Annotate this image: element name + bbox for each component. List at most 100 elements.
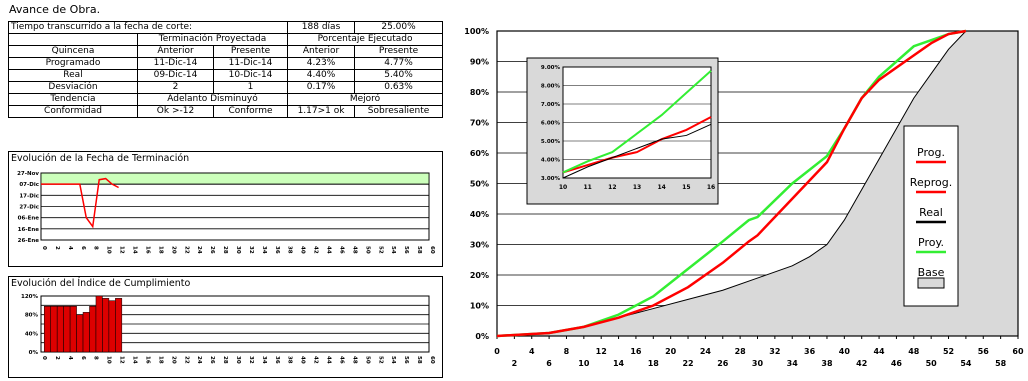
bar	[95, 295, 103, 353]
x-tick-label: 4	[529, 347, 535, 356]
x-tick-label: 52	[377, 246, 383, 254]
x-tick-label: 24	[196, 246, 202, 254]
cell: 4.40%	[287, 69, 356, 82]
inset-series-line	[562, 123, 712, 179]
x-tick-label: 10	[106, 246, 112, 254]
y-tick-label: 07-Dic	[19, 182, 39, 188]
legend-swatch	[917, 277, 945, 289]
row-label: Conformidad	[8, 105, 138, 118]
bar	[115, 298, 123, 353]
x-tick-label: 12	[596, 347, 607, 356]
x-tick-label: 40	[300, 356, 306, 364]
x-tick-label: 48	[908, 347, 920, 356]
col-anterior: Anterior	[137, 45, 214, 58]
y-tick-label: 16-Ene	[18, 227, 40, 233]
bar	[76, 314, 84, 353]
x-tick-label: 40	[300, 246, 306, 254]
x-tick-label: 34	[261, 246, 267, 254]
bar	[89, 306, 97, 353]
bar	[82, 312, 90, 353]
x-tick-label: 18	[648, 359, 660, 368]
row-label: Real	[8, 69, 138, 82]
x-tick-label: 58	[995, 359, 1007, 368]
y-tick-label: 27-Nov	[17, 171, 39, 177]
series-line	[41, 177, 119, 229]
x-tick-label: 22	[682, 359, 693, 368]
x-tick-label: 44	[873, 347, 885, 356]
x-tick-label: 36	[274, 246, 280, 254]
x-tick-label: 6	[546, 359, 552, 368]
x-tick-label: 26	[209, 246, 215, 254]
compliance-chart: 0%40%80%120%0 2 4 6 8 10 12 14 16 18 20 22 24 26 28 30 3…	[21, 294, 435, 364]
x-tick-label: 60	[429, 356, 435, 364]
x-tick-label: 58	[416, 246, 422, 254]
bar	[43, 306, 51, 353]
x-tick-label: 30	[752, 359, 764, 368]
x-tick-label: 46	[891, 359, 903, 368]
inset-x-tick-label: 15	[682, 184, 690, 191]
inset-x-tick-label: 11	[583, 184, 591, 191]
x-tick-label: 56	[978, 347, 990, 356]
group-termination: Terminación Proyectada	[136, 33, 289, 46]
x-tick-label: 18	[157, 246, 163, 254]
cell: 0.17%	[287, 81, 356, 94]
x-tick-label: 42	[856, 359, 867, 368]
x-tick-label: 36	[274, 356, 280, 364]
x-tick-label: 2	[54, 246, 60, 250]
bar	[50, 306, 58, 353]
inset-series-line	[562, 116, 712, 174]
y-tick-label: 100%	[464, 27, 489, 36]
x-tick-label: 30	[235, 356, 241, 364]
inset-y-tick-label: 6.00%	[541, 121, 561, 127]
y-tick-label: 80%	[25, 313, 39, 319]
x-tick-label: 54	[390, 246, 396, 254]
cell: 4.77%	[354, 57, 444, 70]
x-tick-label: 48	[351, 246, 357, 254]
x-tick-label: 46	[338, 356, 344, 364]
x-tick-label: 52	[943, 347, 954, 356]
cell: 5.40%	[354, 69, 444, 82]
series-line	[496, 29, 967, 338]
cell: Sobresaliente	[354, 105, 444, 118]
progress-s-curve-chart: 0%10%20%30%40%50%60%70%80%90%100%0 4 8 12 16…	[464, 27, 1024, 368]
y-tick-label: 40%	[470, 210, 489, 219]
x-tick-label: 30	[235, 246, 241, 254]
legend-label: Real	[919, 206, 943, 219]
x-tick-label: 60	[429, 246, 435, 254]
x-tick-label: 20	[665, 347, 677, 356]
bar	[108, 300, 116, 353]
x-tick-label: 54	[960, 359, 972, 368]
group-percentage: Porcentaje Ejecutado	[287, 33, 444, 46]
inset-y-tick-label: 3.00%	[541, 176, 561, 182]
x-tick-label: 38	[821, 359, 833, 368]
x-tick-label: 6	[80, 356, 86, 360]
cell: 0.63%	[354, 81, 444, 94]
x-tick-label: 20	[170, 356, 176, 364]
x-tick-label: 20	[170, 246, 176, 254]
cell: 4.23%	[287, 57, 356, 70]
y-tick-label: 70%	[470, 119, 489, 128]
x-tick-label: 50	[364, 246, 370, 254]
y-tick-label: 120%	[21, 294, 38, 300]
base-area	[497, 31, 1018, 336]
x-tick-label: 44	[326, 356, 332, 364]
cell: Ok >-12	[137, 105, 214, 118]
x-tick-label: 0	[494, 347, 500, 356]
cell: Conforme	[212, 105, 289, 118]
x-tick-label: 8	[93, 246, 99, 250]
x-tick-label: 34	[787, 359, 799, 368]
plot-border	[496, 30, 1019, 337]
legend-label: Base	[918, 266, 945, 279]
x-tick-label: 0	[41, 356, 47, 360]
x-tick-label: 38	[287, 246, 293, 254]
inset-y-tick-label: 7.00%	[541, 102, 561, 108]
x-tick-label: 56	[403, 356, 409, 364]
x-tick-label: 10	[106, 356, 112, 364]
page-title: Avance de Obra.	[9, 3, 101, 16]
legend-box	[903, 125, 959, 307]
y-tick-label: 60%	[470, 149, 489, 158]
legend-label: Prog.	[917, 146, 945, 159]
y-tick-label: 26-Ene	[18, 238, 40, 244]
inset-x-tick-label: 14	[657, 184, 665, 191]
row-label: Tendencia	[8, 93, 138, 106]
